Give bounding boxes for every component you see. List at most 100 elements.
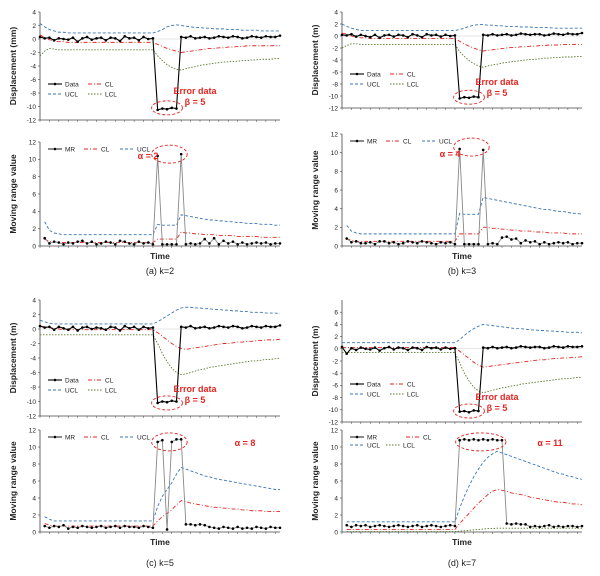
legend-label-cl: CL xyxy=(101,146,110,153)
data-point-data xyxy=(146,37,150,41)
legend-label-data: Data xyxy=(65,377,79,384)
data-point-data xyxy=(510,346,513,350)
data-point-mr xyxy=(57,525,61,529)
legend: Data CL UCL LCL xyxy=(350,71,419,88)
data-point-data xyxy=(198,36,202,39)
legend-label-mr: MR xyxy=(65,434,75,441)
legend: MR CL UCL xyxy=(48,434,150,441)
y-tick-label: -4 xyxy=(332,371,338,378)
data-point-mr xyxy=(566,240,570,244)
data-point-data xyxy=(425,32,429,36)
data-point-data xyxy=(43,37,47,40)
y-tick-label: -4 xyxy=(30,63,36,70)
data-point-mr xyxy=(472,438,476,441)
data-point-mr xyxy=(76,240,79,243)
data-point-data xyxy=(467,410,471,414)
error-ellipse xyxy=(151,100,183,116)
legend-label-ucl: UCL xyxy=(65,91,78,98)
data-point-data xyxy=(477,95,480,99)
data-point-data xyxy=(524,345,527,349)
data-point-data xyxy=(179,325,183,329)
data-point-mr xyxy=(350,240,353,244)
data-point-mr xyxy=(81,239,84,243)
y-tick-label: 2 xyxy=(334,512,338,519)
series-line-ucl xyxy=(346,196,583,235)
data-point-mr xyxy=(198,242,202,245)
data-point-mr xyxy=(95,242,98,246)
data-point-data xyxy=(340,33,344,37)
data-point-data xyxy=(505,345,509,349)
data-point-mr xyxy=(571,524,574,528)
y-tick-label: -2 xyxy=(30,50,36,57)
data-point-data xyxy=(52,39,56,42)
data-point-data xyxy=(269,325,272,329)
data-point-data xyxy=(491,345,494,349)
annotation-label: Error data xyxy=(475,392,519,402)
data-point-data xyxy=(415,34,419,37)
data-point-mr xyxy=(392,524,396,528)
y-tick-label: 2 xyxy=(334,21,338,28)
data-point-data xyxy=(561,33,565,37)
y-tick-label: 6 xyxy=(334,310,338,317)
data-point-mr xyxy=(104,526,108,530)
legend-label-ucl: UCL xyxy=(65,387,78,394)
data-point-data xyxy=(85,325,89,329)
data-point-data xyxy=(165,400,169,404)
data-point-data xyxy=(430,34,433,37)
data-point-data xyxy=(552,345,556,348)
data-point-mr xyxy=(495,242,499,246)
data-point-data xyxy=(481,33,485,37)
legend-label-ucl: UCL xyxy=(439,138,452,145)
data-point-mr xyxy=(533,240,537,243)
data-point-mr xyxy=(528,240,532,244)
data-point-mr xyxy=(519,241,523,245)
data-point-mr xyxy=(118,526,122,530)
data-point-data xyxy=(71,325,75,329)
series-line-mr xyxy=(346,438,583,528)
data-point-mr xyxy=(415,241,419,245)
data-point-data xyxy=(528,33,532,37)
data-point-data xyxy=(184,326,188,329)
data-point-mr xyxy=(264,527,268,530)
legend: MR CL UCL LCL xyxy=(350,434,432,449)
data-point-mr xyxy=(401,241,405,245)
data-point-mr xyxy=(364,241,367,245)
series-line-mr xyxy=(346,148,582,245)
data-point-mr xyxy=(439,240,443,244)
legend-label-lcl: LCL xyxy=(105,387,117,394)
data-point-data xyxy=(193,37,197,40)
data-point-data xyxy=(198,326,202,329)
series-line-mr xyxy=(44,154,280,245)
data-point-mr xyxy=(184,523,188,526)
series-line-lcl xyxy=(346,527,582,533)
y-tick-label: -4 xyxy=(30,355,36,362)
data-point-data xyxy=(359,346,363,349)
data-point-mr xyxy=(505,522,509,525)
data-point-mr xyxy=(444,524,447,528)
legend-label-cl: CL xyxy=(423,434,432,441)
data-point-data xyxy=(481,346,485,349)
series-line-ucl xyxy=(342,323,583,344)
data-point-data xyxy=(264,324,268,328)
legend-marker xyxy=(355,382,359,386)
data-point-mr xyxy=(212,236,216,240)
legend-label-data: Data xyxy=(367,381,381,388)
data-point-mr xyxy=(137,240,141,243)
data-point-mr xyxy=(208,242,211,245)
data-point-mr xyxy=(128,525,131,529)
data-point-mr xyxy=(477,242,480,246)
data-point-data xyxy=(222,35,225,39)
data-point-mr xyxy=(453,524,457,528)
chart-panel-6: 0 2 4 6 8 10 12 Moving range value Time MR CL UCL α … xyxy=(8,427,282,547)
data-point-data xyxy=(255,35,258,39)
data-point-data xyxy=(250,324,254,328)
y-tick-label: 12 xyxy=(331,427,339,434)
data-point-mr xyxy=(486,242,490,246)
y-tick-label: 4 xyxy=(32,297,36,304)
data-point-data xyxy=(113,326,117,329)
legend-label-cl: CL xyxy=(105,377,114,384)
y-tick-label: 10 xyxy=(29,444,37,451)
series-line-lcl xyxy=(341,43,582,68)
legend: MR CL UCL xyxy=(48,146,150,153)
data-point-data xyxy=(575,345,579,349)
